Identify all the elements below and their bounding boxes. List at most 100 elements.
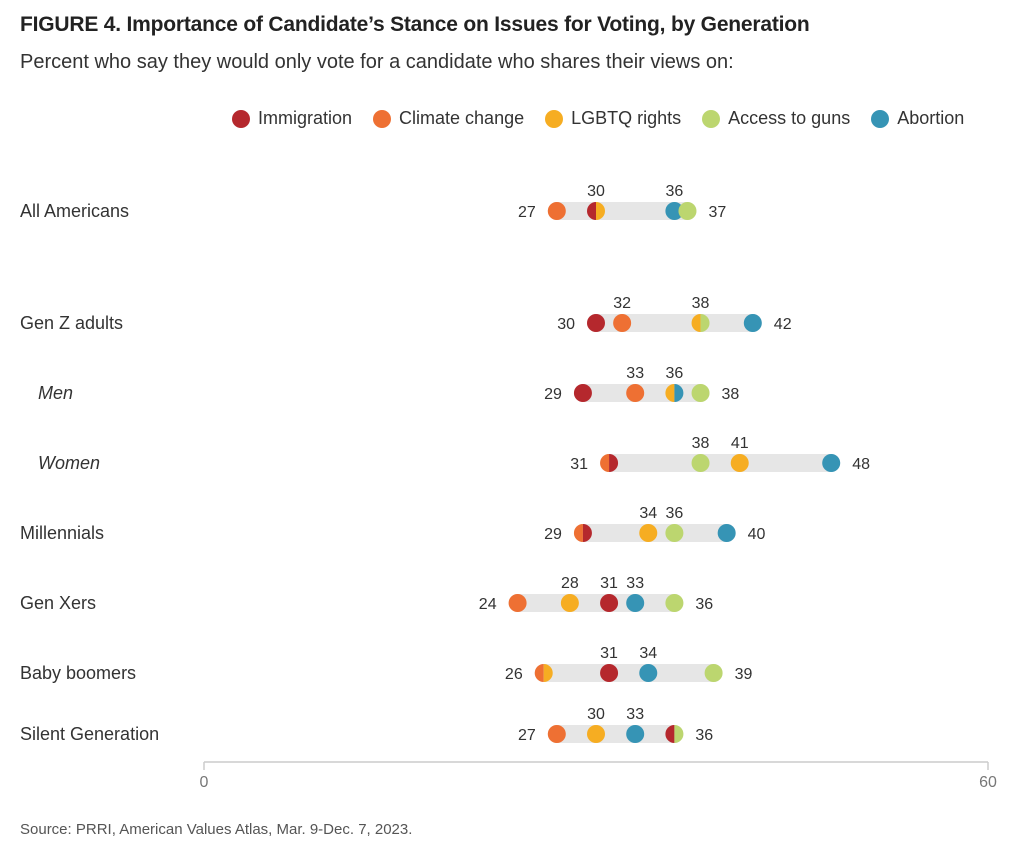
value-label-men-above-33: 33	[626, 365, 644, 382]
legend-item-access-to-guns: Access to guns	[702, 108, 850, 129]
value-label-gen-xers-right-36: 36	[695, 596, 713, 613]
row-label-all-americans: All Americans	[20, 201, 129, 221]
dot-men-lgbtq-rights	[665, 384, 675, 402]
legend-swatch-access-to-guns	[702, 109, 721, 128]
dot-gen-z-adults-abortion	[743, 314, 762, 332]
chart-title: FIGURE 4. Importance of Candidate’s Stan…	[20, 13, 810, 36]
dot-women-access-to-guns	[691, 454, 710, 472]
dot-silent-generation-climate-change	[547, 725, 566, 743]
dot-gen-xers-climate-change	[508, 594, 527, 612]
value-label-silent-generation-above-30: 30	[587, 706, 605, 723]
legend-label-climate-change: Climate change	[399, 108, 525, 128]
value-label-millennials-left-29: 29	[544, 526, 562, 543]
dot-baby-boomers-lgbtq-rights	[543, 664, 553, 682]
dot-gen-xers-immigration	[600, 594, 619, 612]
legend-item-abortion: Abortion	[871, 108, 964, 129]
value-label-women-right-48: 48	[852, 456, 870, 473]
dot-all-americans-access-to-guns	[678, 202, 697, 220]
dot-millennials-access-to-guns	[665, 524, 684, 542]
row-label-baby-boomers: Baby boomers	[20, 663, 136, 683]
dot-gen-xers-abortion	[626, 594, 645, 612]
dot-millennials-abortion	[717, 524, 736, 542]
dot-silent-generation-lgbtq-rights	[587, 725, 605, 743]
value-label-men-right-38: 38	[722, 386, 740, 403]
x-tick-label-0: 0	[200, 774, 209, 791]
value-label-all-americans-above-36: 36	[666, 183, 684, 200]
value-label-baby-boomers-left-26: 26	[505, 666, 523, 683]
value-label-baby-boomers-above-31: 31	[600, 645, 618, 662]
dot-gen-z-adults-climate-change	[613, 314, 632, 332]
dot-women-climate-change	[600, 454, 610, 472]
dot-women-abortion	[822, 454, 841, 472]
legend-item-climate-change: Climate change	[373, 108, 524, 129]
value-label-silent-generation-right-36: 36	[695, 727, 713, 744]
legend-item-immigration: Immigration	[232, 108, 352, 129]
dot-baby-boomers-climate-change	[534, 664, 544, 682]
legend-label-abortion: Abortion	[897, 108, 965, 128]
value-label-millennials-above-34: 34	[639, 505, 657, 522]
dot-millennials-climate-change	[573, 524, 583, 542]
dot-all-americans-lgbtq-rights	[596, 202, 605, 220]
legend-label-lgbtq-rights: LGBTQ rights	[571, 108, 682, 128]
legend-label-immigration: Immigration	[258, 108, 353, 128]
dot-millennials-lgbtq-rights	[639, 524, 658, 542]
dot-men-climate-change	[626, 384, 645, 402]
value-label-men-left-29: 29	[544, 386, 562, 403]
value-label-women-above-38: 38	[692, 435, 710, 452]
chart-subtitle: Percent who say they would only vote for…	[20, 51, 734, 73]
row-label-men: Men	[38, 383, 73, 403]
value-label-silent-generation-above-33: 33	[626, 706, 644, 723]
legend-swatch-immigration	[232, 109, 250, 128]
dot-gen-z-adults-lgbtq-rights	[691, 314, 701, 332]
dot-baby-boomers-immigration	[600, 664, 619, 682]
row-label-millennials: Millennials	[20, 523, 104, 543]
value-label-millennials-right-40: 40	[748, 526, 766, 543]
row-label-silent-generation: Silent Generation	[20, 724, 159, 744]
legend-swatch-lgbtq-rights	[545, 109, 564, 128]
value-label-gen-xers-above-28: 28	[561, 575, 579, 592]
row-label-women: Women	[38, 453, 100, 473]
value-label-men-above-36: 36	[666, 365, 684, 382]
row-label-gen-xers: Gen Xers	[20, 593, 96, 613]
dot-gen-z-adults-immigration	[587, 314, 605, 332]
value-label-gen-xers-above-33: 33	[626, 575, 644, 592]
value-label-gen-z-adults-above-38: 38	[692, 295, 710, 312]
dot-all-americans-immigration	[587, 202, 596, 220]
legend-label-access-to-guns: Access to guns	[728, 108, 851, 128]
value-label-gen-z-adults-right-42: 42	[774, 316, 792, 333]
dot-women-lgbtq-rights	[730, 454, 749, 472]
value-label-women-above-41: 41	[731, 435, 749, 452]
value-label-gen-z-adults-left-30: 30	[557, 316, 575, 333]
legend-swatch-climate-change	[373, 109, 392, 128]
dot-all-americans-abortion	[665, 202, 684, 220]
dot-silent-generation-abortion	[626, 725, 645, 743]
value-label-baby-boomers-above-34: 34	[639, 645, 657, 662]
value-label-all-americans-above-30: 30	[587, 183, 605, 200]
dot-men-immigration	[573, 384, 592, 402]
source-note: Source: PRRI, American Values Atlas, Mar…	[20, 821, 413, 838]
dot-millennials-immigration	[582, 524, 592, 542]
value-label-gen-xers-left-24: 24	[479, 596, 497, 613]
value-label-millennials-above-36: 36	[666, 505, 684, 522]
dot-women-immigration	[609, 454, 619, 472]
dot-gen-xers-access-to-guns	[665, 594, 684, 612]
value-label-all-americans-left-27: 27	[518, 204, 536, 221]
dot-men-access-to-guns	[691, 384, 710, 402]
dot-all-americans-climate-change	[547, 202, 566, 220]
dot-gen-z-adults-access-to-guns	[700, 314, 710, 332]
value-label-silent-generation-left-27: 27	[518, 727, 536, 744]
dot-baby-boomers-abortion	[639, 664, 658, 682]
value-label-all-americans-right-37: 37	[708, 204, 726, 221]
legend: Immigration Climate change LGBTQ rights Acc…	[232, 108, 985, 129]
x-tick-label-60: 60	[979, 774, 997, 791]
dot-silent-generation-immigration	[665, 725, 675, 743]
legend-swatch-abortion	[871, 109, 890, 128]
dot-silent-generation-access-to-guns	[674, 725, 684, 743]
dot-gen-xers-lgbtq-rights	[560, 594, 579, 612]
value-label-women-left-31: 31	[570, 456, 588, 473]
legend-item-lgbtq-rights: LGBTQ rights	[545, 108, 681, 129]
dot-baby-boomers-access-to-guns	[704, 664, 723, 682]
dot-men-abortion	[674, 384, 684, 402]
value-label-baby-boomers-right-39: 39	[735, 666, 753, 683]
